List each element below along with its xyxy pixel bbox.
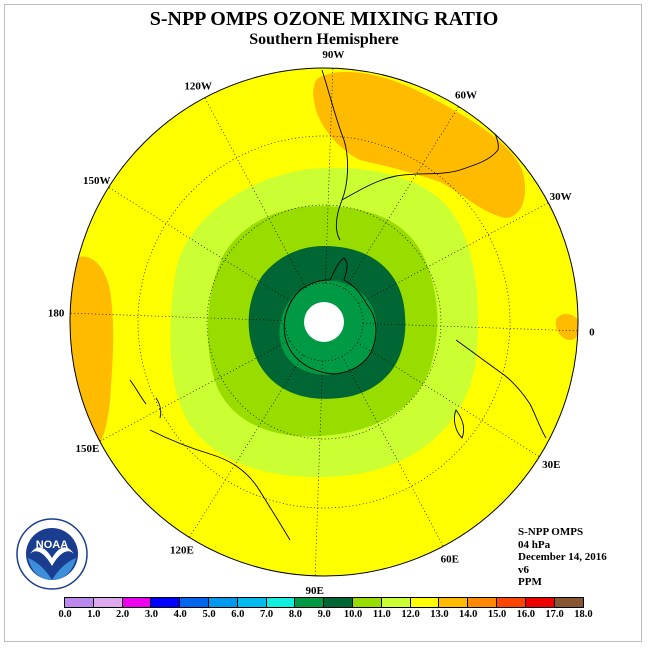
- color-scale-tick-label: 15.0: [487, 609, 507, 620]
- color-scale-tick-label: 7.0: [260, 609, 274, 620]
- coastline-australia: [149, 429, 291, 541]
- meridian-line: [204, 97, 306, 288]
- color-scale-swatch: [122, 598, 152, 607]
- info-level: 04 hPa: [518, 538, 551, 551]
- color-scale-swatch: [266, 598, 296, 607]
- longitude-label: 60E: [441, 554, 459, 566]
- meridian-line: [358, 202, 549, 304]
- info-instrument: S-NPP OMPS: [518, 526, 584, 538]
- longitude-label: 120W: [184, 80, 212, 92]
- page-frame: [4, 4, 642, 642]
- color-scale-bar: [64, 597, 585, 608]
- coastline-south-america: [321, 69, 499, 241]
- svg-text:NOAA: NOAA: [36, 539, 68, 551]
- color-scale-swatch: [439, 598, 469, 607]
- color-scale-tick-label: 1.0: [87, 609, 101, 620]
- color-scale-tick-label: 5.0: [202, 609, 216, 620]
- color-scale-tick-label: 17.0: [545, 609, 564, 620]
- color-scale-tick-label: 12.0: [401, 609, 420, 620]
- noaa-logo: NOAA: [16, 518, 88, 590]
- longitude-label: 150W: [83, 175, 111, 187]
- meridian-line: [70, 312, 286, 321]
- meridian-line: [314, 360, 323, 576]
- meridian-line: [189, 354, 304, 538]
- color-scale-tick-label: 13.0: [430, 609, 449, 620]
- color-scale-swatch: [525, 598, 555, 607]
- color-scale-swatch: [496, 598, 526, 607]
- meridian-line: [342, 356, 444, 547]
- dataset-info: S-NPP OMPS 04 hPa December 14, 2016 v6 P…: [518, 526, 607, 589]
- meridian-line: [325, 68, 334, 284]
- latitude-circle-80: [284, 282, 364, 362]
- color-scale-swatch: [151, 598, 181, 607]
- color-scale-swatch: [65, 598, 94, 607]
- color-scale-swatch: [381, 598, 411, 607]
- color-scale-tick-label: 2.0: [116, 609, 130, 620]
- longitude-label: 90E: [305, 585, 323, 597]
- color-scale-tick-label: 3.0: [144, 609, 158, 620]
- longitude-label: 90W: [322, 49, 344, 61]
- color-scale-swatch: [410, 598, 440, 607]
- color-scale-tick-label: 14.0: [459, 609, 478, 620]
- info-date: December 14, 2016: [518, 551, 607, 564]
- color-scale-swatch: [93, 598, 123, 607]
- color-scale-tick-label: 11.0: [372, 609, 391, 620]
- longitude-label: 30W: [550, 191, 572, 203]
- info-version: v6: [518, 563, 529, 576]
- map-border: [69, 67, 579, 577]
- color-scale-tick-label: 16.0: [516, 609, 535, 620]
- coastline-antarctica: [283, 257, 377, 375]
- longitude-label: 0: [589, 326, 595, 338]
- color-scale-tick-label: 8.0: [288, 609, 302, 620]
- color-scale-tick-label: 4.0: [173, 609, 187, 620]
- high-patch-south-america: [313, 71, 526, 218]
- color-scale-tick-label: 0.0: [58, 609, 72, 620]
- meridian-line: [362, 323, 578, 332]
- longitude-label: 120E: [170, 544, 194, 556]
- coastline-madagascar: [453, 409, 465, 439]
- color-scale-swatch: [554, 598, 584, 607]
- longitude-label: 180: [48, 308, 65, 320]
- color-scale-swatch: [352, 598, 382, 607]
- high-patch-atlantic: [555, 314, 578, 340]
- coastline-africa: [455, 339, 547, 439]
- meridian-line: [108, 187, 292, 302]
- color-scale-swatch: [468, 598, 497, 607]
- meridian-line: [344, 106, 459, 290]
- coastline-new-zealand: [129, 379, 162, 419]
- info-units: PPM: [518, 576, 542, 589]
- pole-no-data: [304, 302, 344, 342]
- map-title: S-NPP OMPS OZONE MIXING RATIO: [149, 8, 499, 30]
- color-scale-swatch: [208, 598, 238, 607]
- meridian-line: [99, 340, 290, 442]
- color-scale-tick-label: 10.0: [343, 609, 363, 620]
- color-scale-swatch: [295, 598, 325, 607]
- longitude-label: 60W: [455, 90, 477, 102]
- color-scale-tick-label: 9.0: [317, 609, 331, 620]
- latitude-circle-40: [137, 135, 511, 509]
- meridian-line: [356, 342, 540, 457]
- color-scale-swatch: [324, 598, 353, 607]
- color-scale-swatch: [180, 598, 209, 607]
- color-scale-swatch: [237, 598, 267, 607]
- color-scale-tick-label: 18.0: [574, 609, 593, 620]
- color-scale-tick-label: 6.0: [231, 609, 245, 620]
- longitude-label: 30E: [542, 459, 560, 471]
- map-subtitle: Southern Hemisphere: [249, 31, 399, 48]
- longitude-label: 150E: [75, 443, 99, 455]
- latitude-circle-60: [206, 204, 442, 440]
